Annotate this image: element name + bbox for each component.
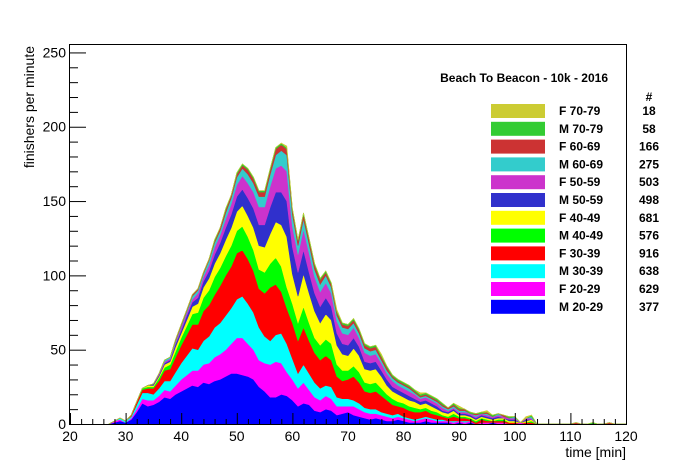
legend-label: F 20-29 [559,282,601,296]
plot-frame [69,44,627,425]
legend-label: M 60-69 [559,157,603,171]
x-axis-title: time [min] [565,444,626,460]
legend-swatch [491,175,545,190]
legend-swatch [491,264,545,279]
y-tick-label: 0 [58,416,66,432]
legend: F 70-79 18 M 70-79 58 F 60-69 166 M 60-69 275 F … [491,104,659,314]
legend-count: 629 [639,282,659,296]
legend-label: F 30-39 [559,246,601,260]
legend-count: 18 [642,104,656,118]
legend-label: F 50-59 [559,175,601,189]
y-tick-label: 100 [43,267,67,283]
legend-swatch [491,299,545,314]
x-tick-label: 70 [340,428,356,444]
legend-count: 916 [639,246,659,260]
y-tick-label: 200 [43,119,67,135]
legend-swatch [491,210,545,225]
legend-swatch [491,139,545,154]
legend-count: 498 [639,193,659,207]
legend-swatch [491,193,545,207]
legend-swatch [491,282,545,296]
legend-label: F 40-49 [559,211,601,225]
x-axis: 20 30 40 50 60 70 80 90 100 110 120 [62,413,638,444]
legend-count: 681 [639,211,659,225]
legend-swatch [491,104,545,118]
legend-label: M 20-29 [559,300,603,314]
x-tick-label: 50 [229,428,245,444]
y-tick-label: 250 [43,44,67,60]
y-tick-label: 150 [43,193,67,209]
legend-swatch [491,246,545,261]
legend-label: M 30-39 [559,264,603,278]
x-tick-label: 120 [614,428,638,444]
legend-label: F 60-69 [559,140,601,154]
legend-swatch [491,121,545,136]
x-tick-label: 20 [62,428,78,444]
series-area-11 [108,142,626,425]
x-tick-label: 100 [503,428,527,444]
y-tick-label: 50 [50,342,66,358]
series-areas [108,142,626,425]
y-axis: 0 50 100 150 200 250 [43,44,86,432]
legend-count: 58 [642,122,656,136]
x-tick-label: 90 [451,428,467,444]
chart-title: Beach To Beacon - 10k - 2016 [440,71,608,85]
legend-swatch [491,228,545,243]
x-tick-label: 80 [396,428,412,444]
x-tick-label: 60 [285,428,301,444]
legend-label: M 40-49 [559,229,603,243]
legend-label: M 70-79 [559,122,603,136]
x-tick-label: 40 [173,428,189,444]
x-tick-label: 30 [118,428,134,444]
legend-swatch [491,157,545,172]
legend-count: 377 [639,300,659,314]
legend-label: M 50-59 [559,193,603,207]
y-axis-title: finishers per minute [21,46,37,168]
legend-count: 638 [639,264,659,278]
legend-count: 503 [639,175,659,189]
legend-count: 166 [639,140,659,154]
legend-label: F 70-79 [559,104,601,118]
legend-count: 576 [639,229,659,243]
legend-count: 275 [639,157,659,171]
x-tick-label: 110 [559,428,582,444]
legend-count-header: # [646,90,653,104]
